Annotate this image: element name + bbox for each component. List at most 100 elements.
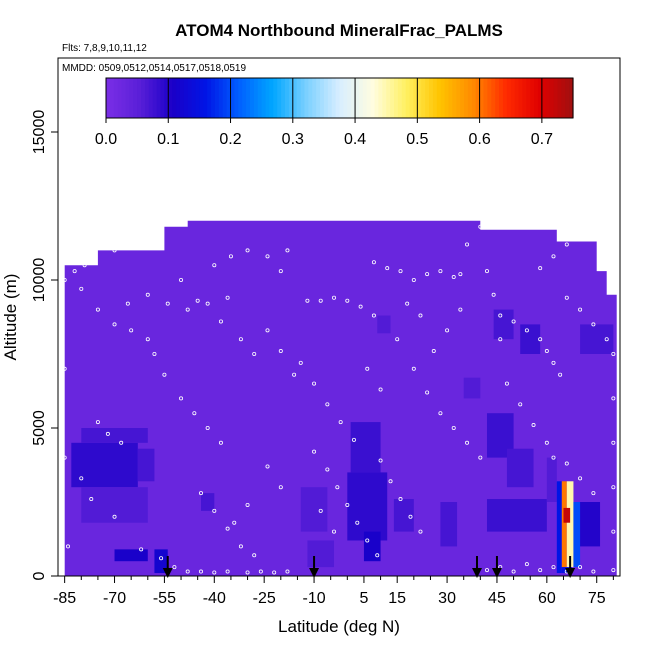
flight-track-point (245, 570, 250, 575)
flight-track-point (478, 224, 483, 229)
flight-track-point (611, 485, 616, 490)
heatmap-cell (440, 502, 458, 547)
colorbar-segment (168, 78, 173, 118)
colorbar-segment (214, 78, 220, 118)
flight-track-point (65, 544, 70, 549)
colorbar-segment (269, 78, 274, 118)
colorbar-segment (323, 78, 329, 118)
flight-track-point (238, 337, 243, 342)
flight-track-point (531, 423, 536, 428)
flight-track-point (564, 242, 569, 247)
flight-track-point (225, 569, 230, 574)
colorbar-segment (514, 78, 520, 118)
colorbar-segment (152, 78, 158, 118)
colorbar-segment (374, 78, 380, 118)
colorbar-segment (557, 78, 562, 118)
heatmap-domain (64, 220, 617, 576)
flight-track-point (335, 485, 340, 490)
flight-track-point (591, 230, 596, 235)
flight-track-point (551, 360, 556, 365)
colorbar-segment (226, 78, 232, 118)
y-tick-label: 0 (31, 571, 48, 580)
colorbar-segment (129, 78, 134, 118)
flight-track-point (498, 313, 503, 318)
heatmap-cell (71, 442, 138, 488)
heatmap-cell (347, 472, 388, 541)
colorbar-segment (518, 78, 524, 118)
colorbar-segment (249, 78, 255, 118)
colorbar-segment (320, 78, 325, 118)
flight-track-point (378, 387, 383, 392)
heatmap-cell (573, 502, 581, 568)
colorbar-segment (510, 78, 516, 118)
flight-track-point (62, 366, 67, 371)
colorbar-segment (257, 78, 263, 118)
colorbar-segment (440, 78, 446, 118)
heatmap-cell (566, 481, 574, 568)
heatmap-cell (81, 428, 148, 443)
flight-track-point (564, 295, 569, 300)
colorbar-segment (106, 78, 111, 118)
flight-track-point (139, 242, 144, 247)
x-tick-label: 75 (588, 590, 606, 607)
colorbar-segment (285, 78, 290, 118)
colorbar-segment (347, 78, 352, 118)
flight-track-point (212, 508, 217, 513)
heatmap-cell (556, 481, 562, 574)
flight-track-point (312, 449, 317, 454)
colorbar-segment (179, 78, 185, 118)
heatmap-cell (520, 324, 541, 354)
flight-track-point (544, 349, 549, 354)
heatmap-cell (377, 315, 391, 334)
colorbar-segment (409, 78, 415, 118)
colorbar-segment (444, 78, 450, 118)
flight-track-point (218, 440, 223, 445)
flight-track-point (265, 328, 270, 333)
y-axis: 0 5000 10000 15000 (31, 110, 58, 580)
colorbar-segment (421, 78, 426, 118)
flight-track-point (451, 275, 456, 280)
colorbar-segment (432, 78, 438, 118)
colorbar-segment (308, 78, 313, 118)
flight-track-point (351, 437, 356, 442)
colorbar-segment (277, 78, 282, 118)
flight-track-point (92, 260, 97, 265)
heatmap-cell (300, 487, 328, 532)
flight-track-point (591, 569, 596, 574)
flight-track-point (578, 476, 583, 481)
heatmap-cell (200, 493, 215, 511)
colorbar-segment (195, 78, 200, 118)
y-tick-label: 5000 (31, 410, 48, 446)
flight-track-point (62, 455, 67, 460)
colorbar-segment (506, 78, 512, 118)
flight-track-point (538, 266, 543, 271)
flight-track-point (89, 497, 94, 502)
flight-track-point (375, 553, 380, 558)
plot-area (59, 203, 617, 576)
flight-track-point (478, 455, 483, 460)
flight-track-point (252, 351, 257, 356)
colorbar-segment (561, 78, 566, 118)
flight-track-point (551, 254, 556, 259)
flight-track-point (484, 568, 489, 573)
flight-track-point (338, 420, 343, 425)
colorbar-segment (417, 78, 422, 118)
colorbar-segment (144, 78, 150, 118)
flight-track-point (458, 272, 463, 277)
colorbar-segment (125, 78, 130, 118)
flight-track-point (258, 569, 263, 574)
colorbar-segment (425, 78, 430, 118)
flight-track-point (524, 562, 529, 567)
plot-frame (57, 57, 621, 577)
colorbar-segment (335, 78, 341, 118)
flight-track-point (272, 570, 277, 575)
flight-track-point (79, 286, 84, 291)
colorbar-segment (265, 78, 271, 118)
flight-track-point (365, 366, 370, 371)
flight-track-point (385, 266, 390, 271)
colorbar-segment (312, 78, 317, 118)
heatmap-cell (81, 487, 148, 523)
x-tick-label: 30 (438, 590, 456, 607)
flight-track-point (358, 304, 363, 309)
colorbar-segment (382, 78, 387, 118)
